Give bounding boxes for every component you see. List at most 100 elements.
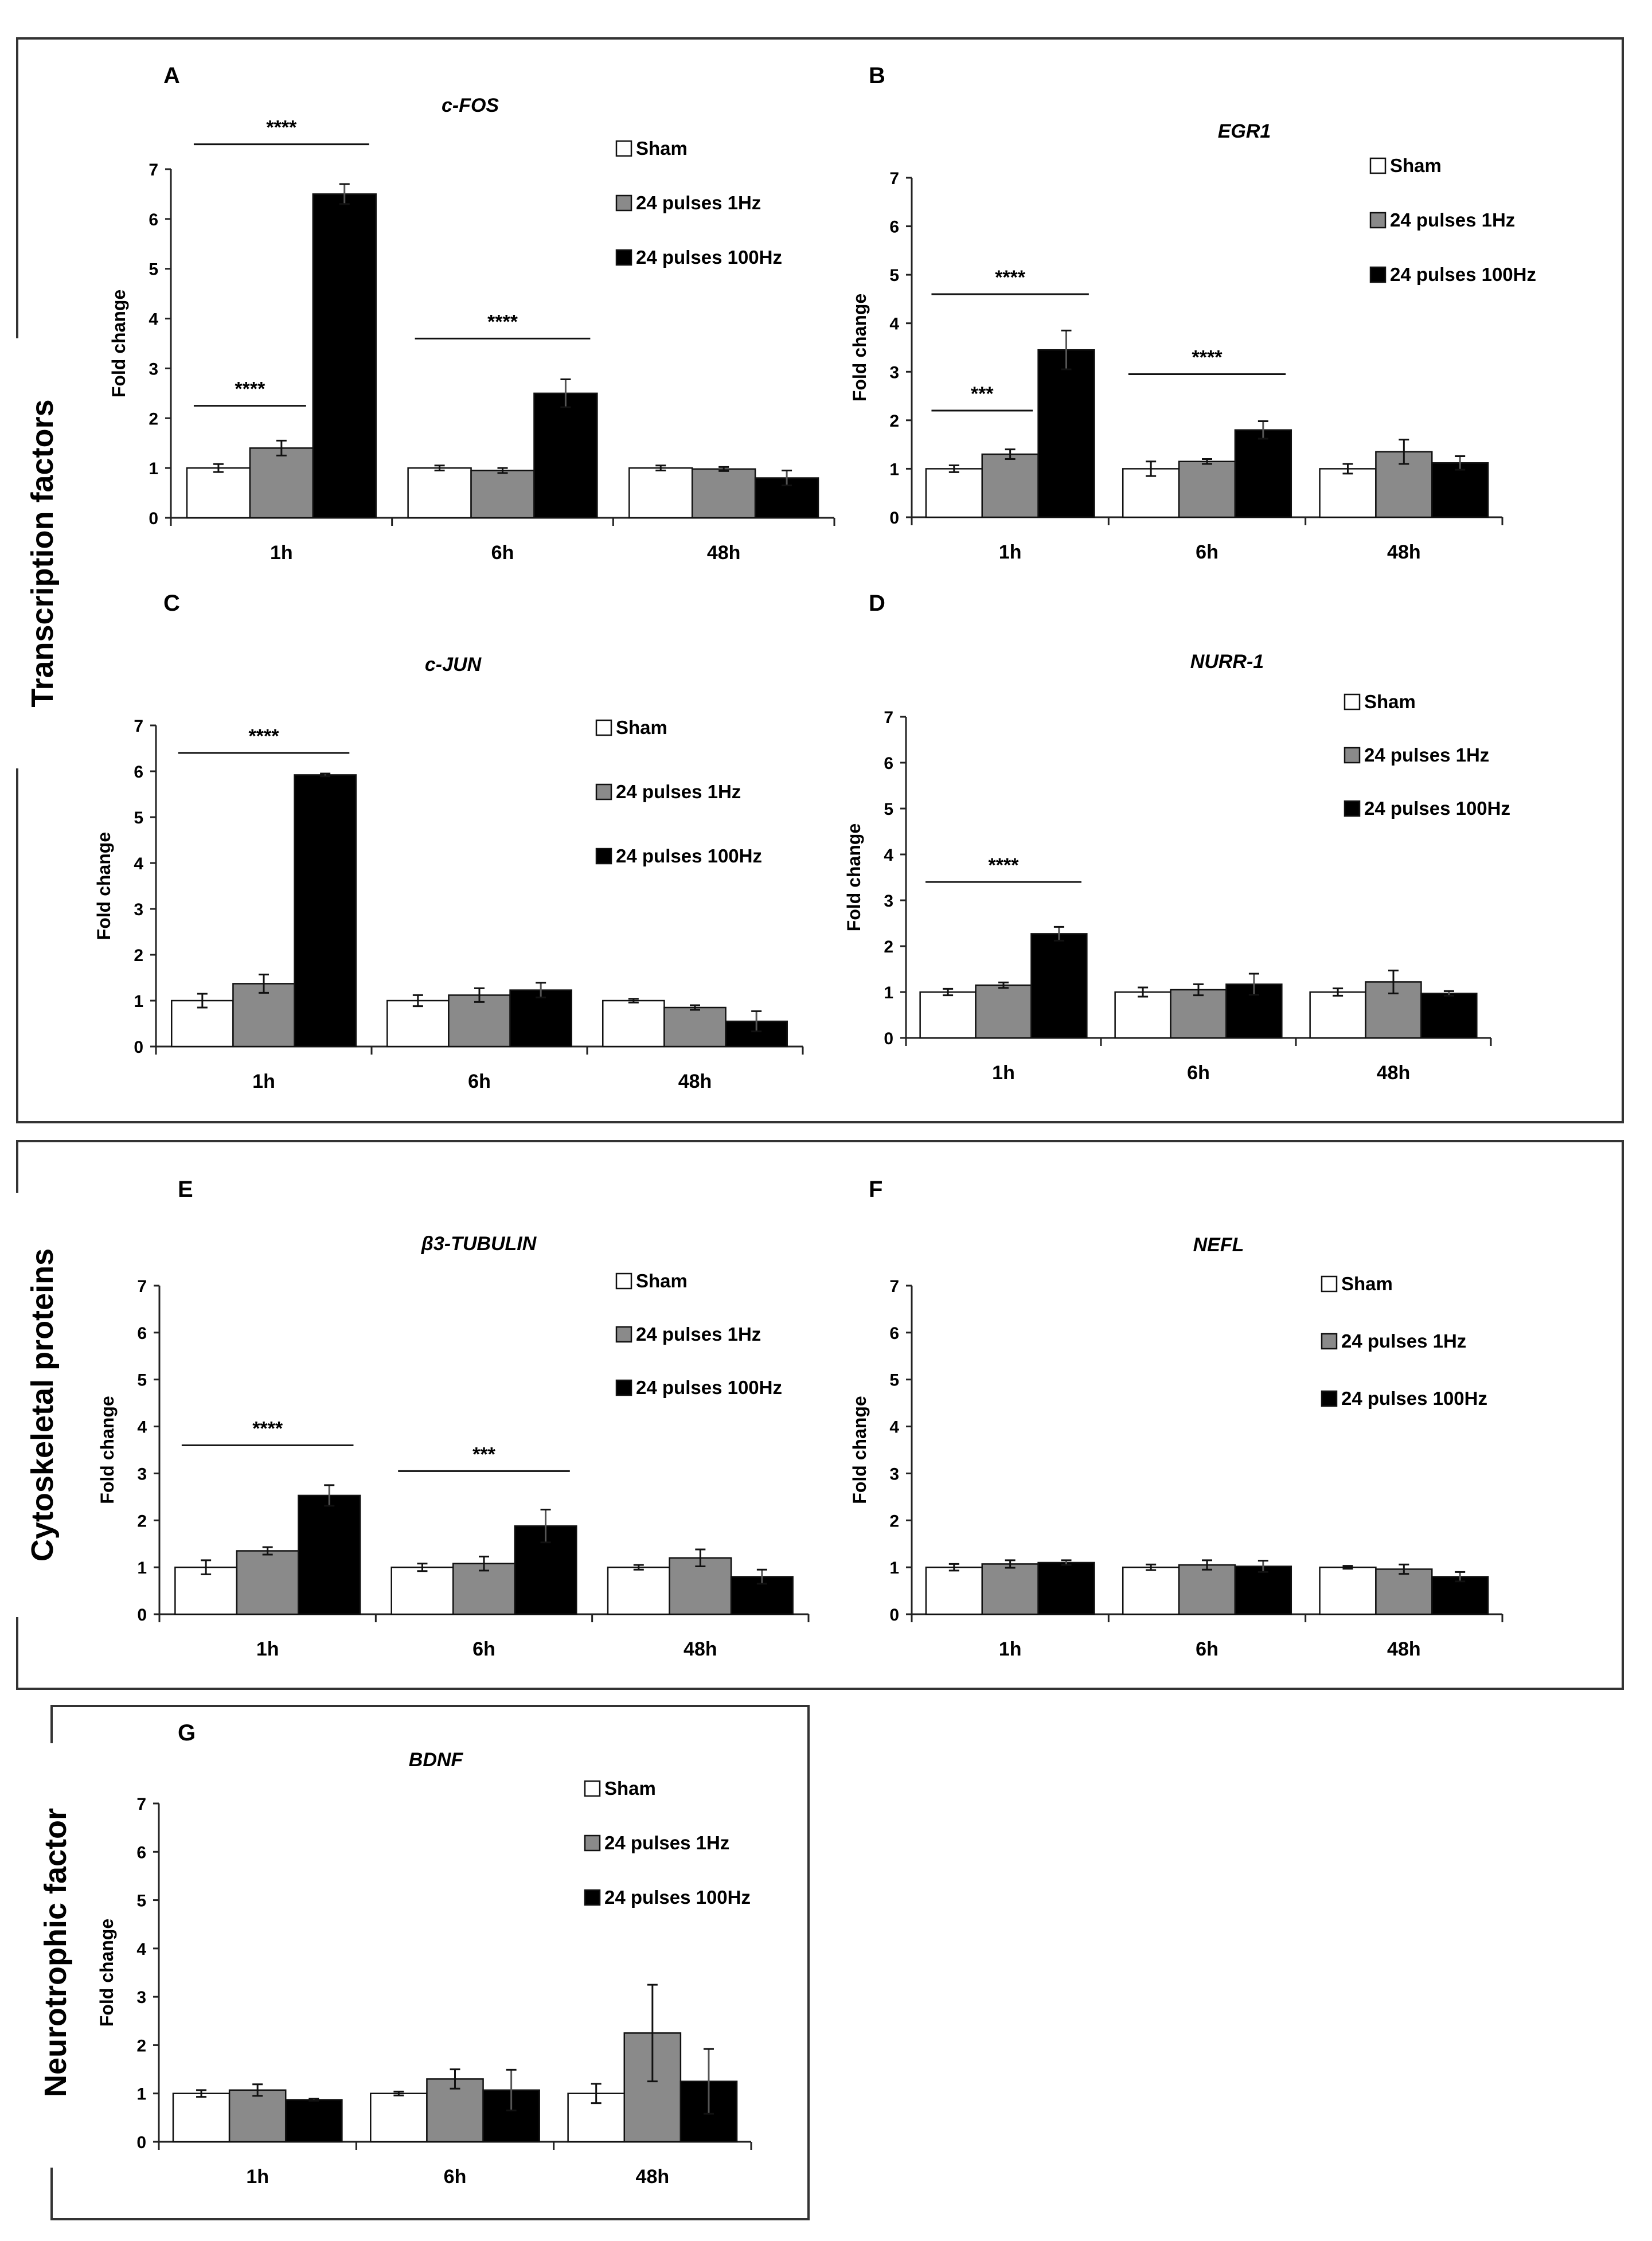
y-tick-label: 6 [136,1843,146,1862]
chart-title: β3-TUBULIN [421,1233,537,1255]
legend-swatch [615,1326,632,1343]
section-label-cytoskeletal: Cytoskeletal proteins [25,1248,60,1561]
legend-swatch [1321,1333,1338,1350]
y-tick-label: 2 [134,946,143,965]
bar-24-pulses-100hz [533,392,598,519]
legend-swatch [615,249,632,266]
legend-swatch [615,194,632,212]
bar-24-pulses-1hz [1178,460,1236,518]
significance-label: *** [971,383,994,405]
x-tick-label: 6h [468,1071,491,1092]
bar-24-pulses-1hz [452,1563,516,1615]
x-tick-label: 48h [1387,1638,1421,1660]
y-tick-label: 6 [889,218,899,237]
bar-24-pulses-1hz [975,984,1032,1039]
x-tick-label: 6h [491,542,514,564]
legend-swatch [615,1379,632,1396]
chart-title: EGR1 [1218,120,1271,142]
y-tick-label: 5 [889,1371,899,1390]
x-tick-label: 48h [684,1638,717,1660]
legend-swatch [584,1834,601,1852]
section-label-neurotrophic: Neurotrophic factor [38,1808,73,2097]
legend-swatch [615,140,632,157]
bar-24-pulses-100hz [1234,429,1292,518]
bar-24-pulses-1hz [1170,989,1227,1039]
legend-label: 24 pulses 100Hz [636,247,782,268]
chart-panel-f: F NEFL 0 1 2 3 4 5 6 7 Fold change 1h 6h 48h Sham 24 pu… [849,1177,1503,1660]
chart-title: NEFL [1193,1234,1244,1256]
legend-swatch [595,719,612,736]
legend-swatch [1321,1390,1338,1407]
legend-label: 24 pulses 1Hz [636,1323,761,1345]
section-label-gap [11,1193,23,1617]
y-tick-label: 7 [134,717,143,736]
bar-24-pulses-1hz [1178,1564,1236,1615]
legend-swatch [1321,1275,1338,1293]
chart-panel-e: Eβ3-TUBULIN 0 1 2 3 4 5 6 7 Fold change 1h 6h 48h ***… [97,1177,810,1660]
legend-swatch [595,783,612,801]
bar-24-pulses-1hz [669,1557,732,1615]
y-tick-label: 1 [149,459,158,478]
y-tick-label: 4 [884,846,893,865]
bar-24-pulses-100hz [298,1494,361,1615]
x-tick-label: 1h [999,1638,1022,1660]
bar-24-pulses-100hz [294,774,357,1048]
y-axis-label: Fold change [96,1919,117,2027]
legend-label: Sham [636,138,688,159]
x-tick-label: 1h [992,1062,1015,1084]
panel-letter: G [178,1720,196,1746]
panel-letter: B [869,63,885,88]
y-axis-label: Fold change [108,290,129,397]
legend-label: Sham [616,717,667,738]
bar-sham [172,2092,231,2143]
y-tick-label: 7 [149,161,158,179]
x-tick-label: 1h [270,542,293,564]
bar-sham [925,1566,983,1615]
legend-swatch [584,1889,601,1906]
y-tick-label: 2 [137,1512,147,1531]
y-tick-label: 6 [889,1324,899,1343]
y-tick-label: 4 [889,315,899,334]
y-tick-label: 6 [137,1324,147,1343]
section-label-gap [11,338,23,768]
y-tick-label: 4 [134,854,143,873]
x-tick-label: 6h [1196,541,1219,563]
x-tick-label: 1h [256,1638,279,1660]
legend-label: 24 pulses 1Hz [604,1832,729,1853]
bar-24-pulses-1hz [981,1563,1039,1615]
bar-sham [602,1000,665,1048]
y-tick-label: 3 [889,363,899,382]
bar-24-pulses-100hz [1431,1576,1489,1615]
y-tick-label: 0 [136,2133,146,2152]
bar-24-pulses-1hz [236,1550,299,1615]
legend-label: Sham [604,1778,656,1799]
significance-label: **** [252,1418,283,1439]
bar-sham [1319,1566,1377,1615]
bar-24-pulses-1hz [232,983,295,1048]
legend-label: 24 pulses 100Hz [1341,1388,1487,1409]
y-tick-label: 2 [149,409,158,428]
y-tick-label: 0 [149,509,158,528]
y-tick-label: 1 [134,992,143,1011]
y-tick-label: 5 [149,260,158,279]
bar-24-pulses-100hz [284,2099,343,2143]
legend-label: 24 pulses 100Hz [604,1887,751,1908]
chart-title: NURR-1 [1190,651,1264,673]
bar-24-pulses-100hz [1431,462,1489,518]
legend-swatch [1369,212,1387,229]
bar-sham [386,1000,450,1048]
x-tick-label: 1h [246,2166,269,2188]
y-tick-label: 4 [136,1940,146,1959]
y-tick-label: 1 [136,2085,146,2104]
x-tick-label: 1h [252,1071,275,1092]
y-tick-label: 6 [149,210,158,229]
significance-label: **** [487,311,518,333]
y-axis-label: Fold change [849,1396,870,1504]
legend-swatch [584,1780,601,1797]
chart-panel-d: D NURR-1 0 1 2 3 4 5 6 7 Fold change 1h 6h 48h **** Sha… [843,591,1510,1084]
significance-label: *** [472,1443,495,1465]
x-tick-label: 6h [1187,1062,1210,1084]
legend-swatch [1344,693,1361,710]
